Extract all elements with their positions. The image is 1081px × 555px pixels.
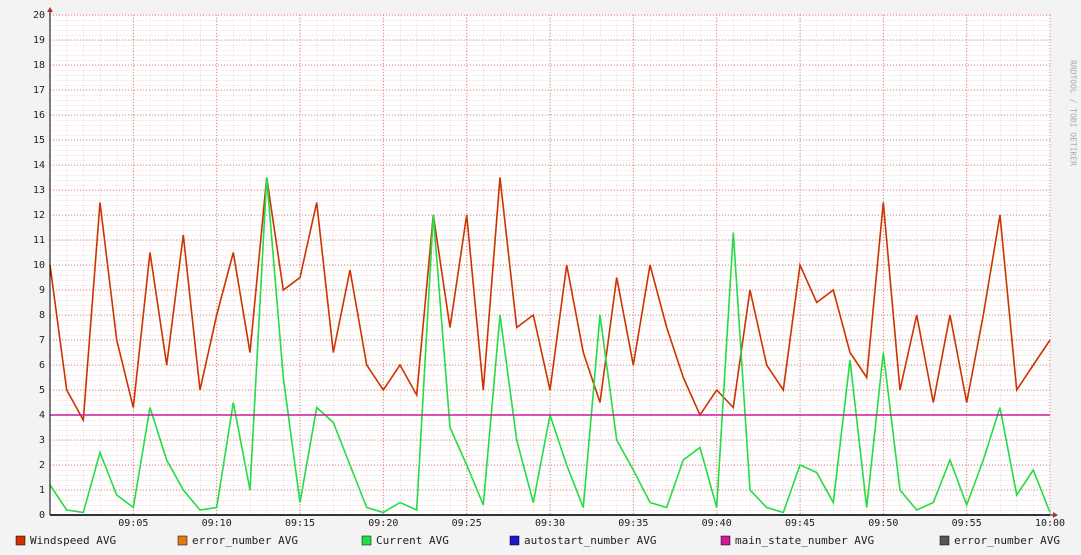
y-tick-label: 10	[33, 260, 45, 271]
y-tick-label: 3	[39, 435, 45, 446]
y-tick-label: 17	[33, 85, 45, 96]
y-tick-label: 4	[39, 410, 45, 421]
series-line	[49, 177, 1051, 423]
x-tick-label: 09:25	[452, 518, 482, 529]
y-tick-label: 18	[33, 60, 45, 71]
legend-swatch	[177, 535, 188, 546]
y-tick-label: 1	[39, 485, 45, 496]
x-arrow	[1053, 512, 1058, 518]
y-tick-label: 11	[33, 235, 45, 246]
x-tick-label: 09:15	[285, 518, 315, 529]
legend-label: autostart_number AVG	[524, 534, 656, 547]
y-tick-label: 14	[33, 160, 45, 171]
legend-swatch	[509, 535, 520, 546]
x-tick-label: 09:40	[702, 518, 732, 529]
y-tick-label: 12	[33, 210, 45, 221]
y-arrow	[47, 7, 53, 12]
legend-swatch	[361, 535, 372, 546]
y-tick-label: 16	[33, 110, 45, 121]
legend-swatch	[939, 535, 950, 546]
y-tick-label: 2	[39, 460, 45, 471]
y-tick-label: 5	[39, 385, 45, 396]
y-tick-label: 6	[39, 360, 45, 371]
y-tick-label: 0	[39, 510, 45, 521]
x-tick-label: 09:55	[952, 518, 982, 529]
legend-label: Current AVG	[376, 534, 449, 547]
x-tick-label: 09:30	[535, 518, 565, 529]
x-tick-label: 09:35	[618, 518, 648, 529]
x-tick-label: 09:45	[785, 518, 815, 529]
y-tick-label: 8	[39, 310, 45, 321]
legend-swatch	[720, 535, 731, 546]
legend-label: error_number AVG	[954, 534, 1060, 547]
x-tick-label: 09:10	[202, 518, 232, 529]
y-tick-label: 19	[33, 35, 45, 46]
y-tick-label: 15	[33, 135, 45, 146]
y-tick-label: 7	[39, 335, 45, 346]
y-tick-label: 9	[39, 285, 45, 296]
x-tick-label: 10:00	[1035, 518, 1065, 529]
legend-label: error_number AVG	[192, 534, 298, 547]
x-tick-label: 09:20	[368, 518, 398, 529]
legend-label: main_state_number AVG	[735, 534, 874, 547]
legend-label: Windspeed AVG	[30, 534, 116, 547]
y-tick-label: 13	[33, 185, 45, 196]
x-tick-label: 09:05	[118, 518, 148, 529]
x-tick-label: 09:50	[868, 518, 898, 529]
legend-swatch	[15, 535, 26, 546]
watermark: RRDTOOL / TOBI OETIKER	[1069, 60, 1078, 166]
y-tick-label: 20	[33, 10, 45, 21]
